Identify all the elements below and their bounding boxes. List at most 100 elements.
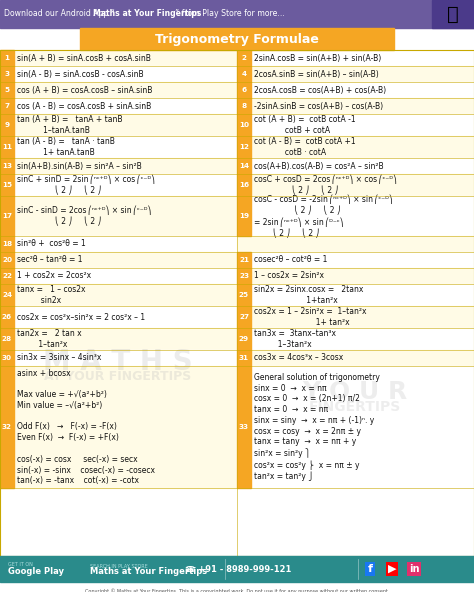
Bar (237, 236, 474, 252)
Text: tanx =   1 – cos2x
          sin2x: tanx = 1 – cos2x sin2x (17, 285, 85, 305)
Text: 10: 10 (239, 122, 249, 128)
Bar (237, 366, 251, 488)
Bar (0, 82, 14, 98)
Bar (237, 328, 474, 350)
Text: 30: 30 (2, 355, 12, 361)
Bar (237, 98, 474, 114)
Bar (237, 350, 474, 366)
Text: 2sinA.cosB = sin(A+B) + sin(A-B): 2sinA.cosB = sin(A+B) + sin(A-B) (254, 53, 381, 63)
Bar (237, 158, 474, 174)
Text: 2: 2 (241, 55, 246, 61)
Bar (0, 158, 237, 174)
Bar (237, 306, 474, 328)
Bar (237, 252, 474, 268)
Bar (0, 196, 14, 236)
Text: sinC + sinD = 2sin ⎛ⁿᶜ⁺ᴰ⎞ × cos ⎛ᶜ⁻ᴰ⎞
                ⎝ 2 ⎠     ⎝ 2 ⎠: sinC + sinD = 2sin ⎛ⁿᶜ⁺ᴰ⎞ × cos ⎛ᶜ⁻ᴰ⎞ ⎝ … (17, 175, 155, 195)
Text: 21: 21 (239, 257, 249, 263)
Text: 24: 24 (2, 292, 12, 298)
Text: 29: 29 (239, 336, 249, 342)
Text: sinC - sinD = 2cos ⎛ⁿᶜ⁺ᴰ⎞ × sin ⎛ᶜ⁻ᴰ⎞
                ⎝ 2 ⎠     ⎝ 2 ⎠: sinC - sinD = 2cos ⎛ⁿᶜ⁺ᴰ⎞ × sin ⎛ᶜ⁻ᴰ⎞ ⎝ … (17, 205, 151, 227)
Text: f: f (367, 564, 373, 574)
Text: sin3x = 3sinx – 4sin³x: sin3x = 3sinx – 4sin³x (17, 353, 101, 362)
Text: cosC + cosD = 2cos ⎛ⁿᶜ⁺ᴰ⎞ × cos ⎛ᶜ⁻ᴰ⎞
                ⎝ 2 ⎠     ⎝ 2 ⎠: cosC + cosD = 2cos ⎛ⁿᶜ⁺ᴰ⎞ × cos ⎛ᶜ⁻ᴰ⎞ ⎝ … (254, 175, 397, 195)
Bar (237, 328, 251, 350)
Text: Copyright © Maths at Your Fingertips. This is a copyrighted work. Do not use it : Copyright © Maths at Your Fingertips. Th… (85, 588, 389, 592)
Text: Download our Android App “: Download our Android App “ (4, 9, 115, 18)
Bar (0, 306, 237, 328)
Text: -2sinA.sinB = cos(A+B) – cos(A-B): -2sinA.sinB = cos(A+B) – cos(A-B) (254, 101, 383, 111)
Text: ▶: ▶ (388, 564, 396, 574)
Bar (237, 284, 474, 306)
Bar (0, 366, 237, 488)
Bar (237, 268, 251, 284)
Text: 3: 3 (4, 71, 9, 77)
Text: 1: 1 (4, 55, 9, 61)
Text: 2cosA.cosB = cos(A+B) + cos(A-B): 2cosA.cosB = cos(A+B) + cos(A-B) (254, 85, 386, 95)
Text: tan3x =  3tanx–tan³x
          1–3tan²x: tan3x = 3tanx–tan³x 1–3tan²x (254, 329, 336, 349)
Text: 31: 31 (239, 355, 249, 361)
Bar (237, 82, 474, 98)
Text: 8: 8 (241, 103, 246, 109)
Bar (237, 66, 474, 82)
Bar (237, 196, 474, 236)
Bar (0, 236, 14, 252)
Text: 22: 22 (2, 273, 12, 279)
Text: sin2x = 2sinx.cosx =   2tanx
                      1+tan²x: sin2x = 2sinx.cosx = 2tanx 1+tan²x (254, 285, 364, 305)
Bar (0, 50, 14, 66)
Text: cos3x = 4cos³x – 3cosx: cos3x = 4cos³x – 3cosx (254, 353, 343, 362)
Text: cosC - cosD = -2sin ⎛ⁿᶜ⁺ᴰ⎞ × sin ⎛ᶜ⁻ᴰ⎞
                 ⎝ 2 ⎠     ⎝ 2 ⎠
= 2sin ⎛: cosC - cosD = -2sin ⎛ⁿᶜ⁺ᴰ⎞ × sin ⎛ᶜ⁻ᴰ⎞ ⎝… (254, 194, 393, 238)
Bar (237, 114, 474, 136)
Text: M A T H S: M A T H S (43, 348, 193, 376)
Text: 18: 18 (2, 241, 12, 247)
Bar (0, 174, 237, 196)
Text: 14: 14 (239, 163, 249, 169)
Text: tan2x =   2 tan x
         1–tan²x: tan2x = 2 tan x 1–tan²x (17, 329, 82, 349)
Bar (0, 556, 474, 582)
Bar (0, 114, 14, 136)
Text: General solution of trigonometry
sinx = 0  →  x = nπ
cosx = 0  →  x = (2n+1) π/2: General solution of trigonometry sinx = … (254, 373, 380, 481)
Bar (0, 50, 474, 556)
Text: AT YOUR FINGERTIPS: AT YOUR FINGERTIPS (45, 371, 191, 384)
Bar (237, 136, 251, 158)
Text: cot (A + B) =  cotB cotA -1
             cotB + cotA: cot (A + B) = cotB cotA -1 cotB + cotA (254, 115, 356, 135)
Bar (0, 268, 237, 284)
Text: ☎ +91 - 8989-999-121: ☎ +91 - 8989-999-121 (185, 565, 291, 574)
Text: Y O U R: Y O U R (302, 380, 408, 404)
Bar (237, 50, 474, 66)
Text: SEARCH IN PLAY STORE: SEARCH IN PLAY STORE (90, 564, 148, 568)
Bar (237, 366, 474, 488)
Text: 27: 27 (239, 314, 249, 320)
Bar (237, 306, 251, 328)
Text: Maths at Your Fingertips: Maths at Your Fingertips (90, 568, 207, 577)
Bar (237, 174, 474, 196)
Text: 13: 13 (2, 163, 12, 169)
Bar (0, 284, 14, 306)
Text: cos2x = 1 – 2sin²x =  1–tan²x
                          1+ tan²x: cos2x = 1 – 2sin²x = 1–tan²x 1+ tan²x (254, 307, 366, 327)
Text: cos (A + B) = cosA.cosB – sinA.sinB: cos (A + B) = cosA.cosB – sinA.sinB (17, 85, 152, 95)
Text: 9: 9 (4, 122, 9, 128)
Text: 23: 23 (239, 273, 249, 279)
Bar (0, 196, 237, 236)
Text: 20: 20 (2, 257, 12, 263)
Text: asinx + bcosx

Max value = +√(a²+b²)
Min value = –√(a²+b²)

Odd F(x)   →   F(-x): asinx + bcosx Max value = +√(a²+b²) Min … (17, 369, 155, 485)
Text: in: in (409, 564, 419, 574)
Bar (80, 28, 394, 50)
Bar (0, 284, 237, 306)
Text: 26: 26 (2, 314, 12, 320)
Bar (237, 252, 251, 268)
Text: sin(A - B) = sinA.cosB - cosA.sinB: sin(A - B) = sinA.cosB - cosA.sinB (17, 69, 144, 79)
Text: 25: 25 (239, 292, 249, 298)
Text: 4: 4 (241, 71, 246, 77)
Bar (237, 158, 251, 174)
Bar (0, 50, 237, 66)
Bar (0, 350, 14, 366)
Text: 28: 28 (2, 336, 12, 342)
Text: Google Play: Google Play (8, 567, 64, 575)
Text: FINGERTIPS: FINGERTIPS (309, 400, 401, 414)
Text: cot (A - B) =  cotB cotA +1
             cotB · cotA: cot (A - B) = cotB cotA +1 cotB · cotA (254, 137, 356, 157)
Bar (0, 306, 14, 328)
Text: sin²θ +  cos²θ = 1: sin²θ + cos²θ = 1 (17, 240, 86, 249)
Bar (0, 158, 14, 174)
Text: sin(A + B) = sinA.cosB + cosA.sinB: sin(A + B) = sinA.cosB + cosA.sinB (17, 53, 151, 63)
Bar (432, 0, 474, 28)
